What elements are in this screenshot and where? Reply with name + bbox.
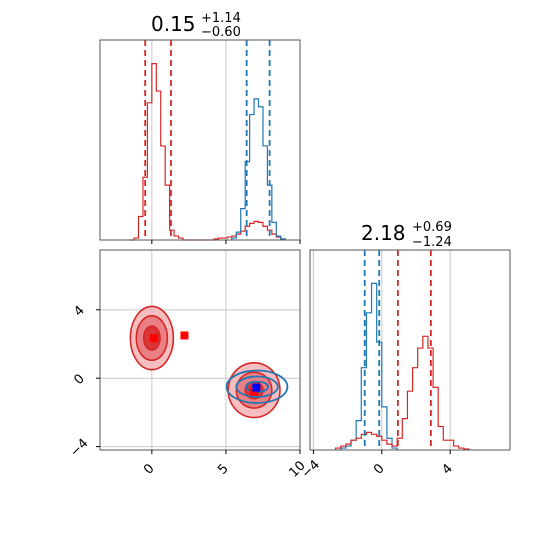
title-top-left-minus: −0.60	[201, 25, 241, 40]
x-tick-label: 4	[439, 461, 455, 477]
contour-level-blue	[235, 375, 279, 398]
title-bottom-right-minus: −1.24	[412, 235, 452, 250]
title-bottom-right: 2.18 +0.69 −1.24	[361, 220, 452, 250]
x-tick-label: 0	[141, 461, 157, 477]
title-top-left-value: 0.15	[151, 12, 196, 36]
y-tick-label: −4	[67, 436, 91, 460]
marker-blue	[252, 383, 261, 392]
histogram-blue-series	[340, 282, 398, 450]
x-tick-label: 0	[371, 461, 387, 477]
y-tick-label: 4	[71, 303, 87, 319]
title-top-left: 0.15 +1.14 −0.60	[151, 11, 241, 40]
x-tick-label: 5	[215, 461, 231, 477]
contour-level-blue	[225, 369, 289, 404]
marginal-histogram-top-left	[99, 39, 301, 244]
axes-frame	[309, 249, 511, 451]
title-bottom-right-value: 2.18	[361, 221, 406, 245]
axes-frame	[99, 39, 301, 241]
marginal-histogram-bottom-right: −4 0 4	[299, 249, 511, 482]
title-bottom-right-plus: +0.69	[412, 220, 452, 235]
y-tick-label: 0	[71, 371, 87, 387]
marker-red	[150, 334, 159, 343]
marker-red	[250, 387, 259, 396]
title-top-left-plus: +1.14	[201, 11, 241, 26]
joint-contour-panel: 0 5 10−404	[67, 249, 309, 481]
histogram-red-series	[129, 63, 286, 241]
histogram-blue-series	[231, 98, 286, 240]
histogram-red-series	[335, 335, 470, 450]
marker-red	[180, 331, 189, 340]
axes-frame	[99, 249, 301, 451]
